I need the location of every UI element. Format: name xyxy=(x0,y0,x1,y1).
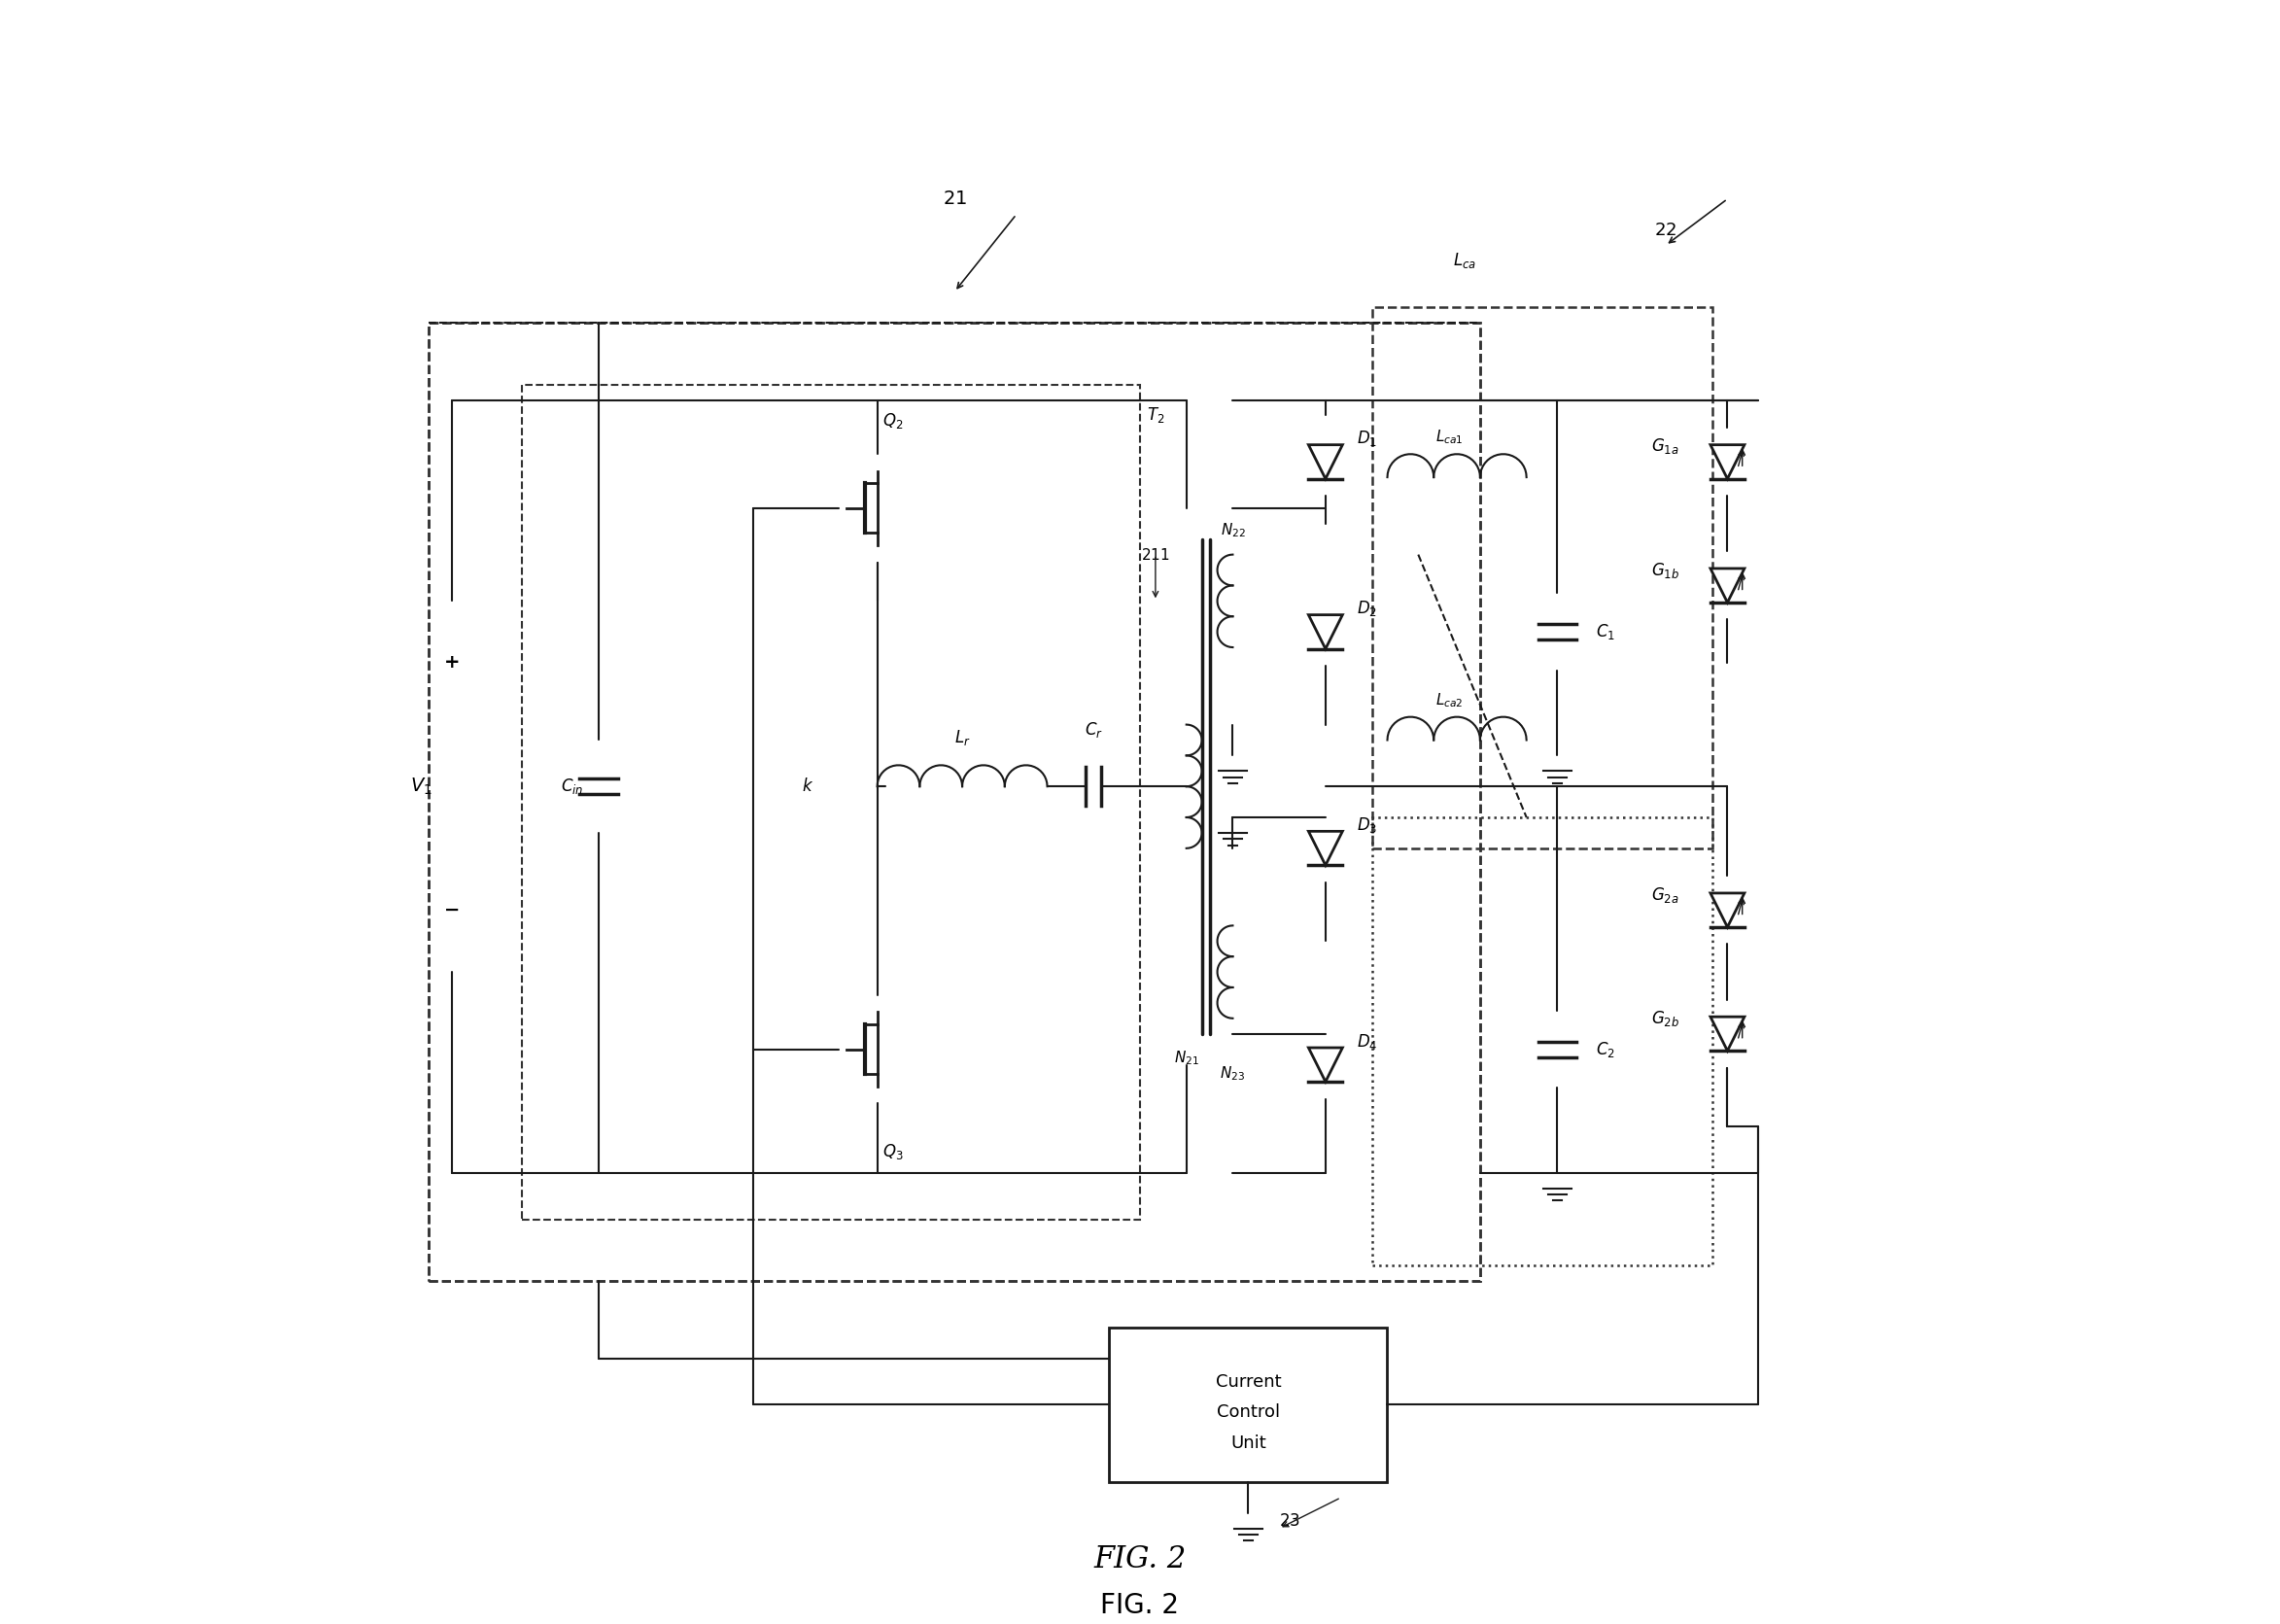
Text: $D_1$: $D_1$ xyxy=(1357,429,1377,448)
Text: $C_r$: $C_r$ xyxy=(1085,721,1104,741)
Text: $k$: $k$ xyxy=(803,778,814,796)
Text: $G_{1b}$: $G_{1b}$ xyxy=(1651,560,1680,580)
Text: $T_2$: $T_2$ xyxy=(1147,406,1165,425)
Text: Control: Control xyxy=(1218,1403,1279,1421)
Text: $C_{in}$: $C_{in}$ xyxy=(561,776,584,796)
Text: $D_3$: $D_3$ xyxy=(1357,815,1377,835)
Text: $N_{23}$: $N_{23}$ xyxy=(1220,1065,1245,1083)
Bar xyxy=(522,385,1140,1220)
Text: $211$: $211$ xyxy=(1140,547,1170,562)
Text: −: − xyxy=(445,901,461,919)
Polygon shape xyxy=(1710,893,1744,927)
Text: $22$: $22$ xyxy=(1655,221,1676,239)
Text: $Q_2$: $Q_2$ xyxy=(882,411,903,430)
Polygon shape xyxy=(1710,1017,1744,1051)
Text: $G_{2b}$: $G_{2b}$ xyxy=(1651,1009,1680,1028)
Text: $L_{ca}$: $L_{ca}$ xyxy=(1452,252,1477,271)
Bar xyxy=(429,323,1480,1281)
Bar xyxy=(429,323,1480,1281)
Text: $D_2$: $D_2$ xyxy=(1357,599,1377,619)
Polygon shape xyxy=(1309,831,1343,866)
Bar xyxy=(1108,1327,1386,1483)
Text: $L_{ca1}$: $L_{ca1}$ xyxy=(1436,429,1464,447)
Text: $N_{21}$: $N_{21}$ xyxy=(1174,1049,1199,1067)
Text: $D_4$: $D_4$ xyxy=(1357,1031,1377,1051)
Text: $L_{ca2}$: $L_{ca2}$ xyxy=(1436,690,1464,710)
Polygon shape xyxy=(1309,615,1343,650)
Polygon shape xyxy=(1710,568,1744,603)
Polygon shape xyxy=(1309,1047,1343,1082)
Text: $C_1$: $C_1$ xyxy=(1596,622,1617,641)
Text: $21$: $21$ xyxy=(942,190,967,208)
Text: $G_{2a}$: $G_{2a}$ xyxy=(1651,885,1680,905)
Text: $Q_3$: $Q_3$ xyxy=(882,1142,903,1161)
Text: $L_r$: $L_r$ xyxy=(953,728,971,747)
Polygon shape xyxy=(1710,445,1744,479)
Text: $23$: $23$ xyxy=(1279,1512,1300,1530)
Text: $V_1$: $V_1$ xyxy=(410,776,433,797)
Polygon shape xyxy=(1309,445,1343,479)
Bar xyxy=(1373,817,1712,1265)
Text: $G_{1a}$: $G_{1a}$ xyxy=(1651,437,1680,456)
Text: $N_{22}$: $N_{22}$ xyxy=(1220,521,1245,539)
Text: FIG. 2: FIG. 2 xyxy=(1094,1544,1186,1574)
Bar xyxy=(1373,307,1712,848)
Text: $C_2$: $C_2$ xyxy=(1596,1039,1614,1059)
Text: Unit: Unit xyxy=(1231,1434,1265,1452)
Text: +: + xyxy=(445,653,461,672)
Text: Current: Current xyxy=(1215,1372,1281,1390)
Text: FIG. 2: FIG. 2 xyxy=(1101,1592,1179,1619)
